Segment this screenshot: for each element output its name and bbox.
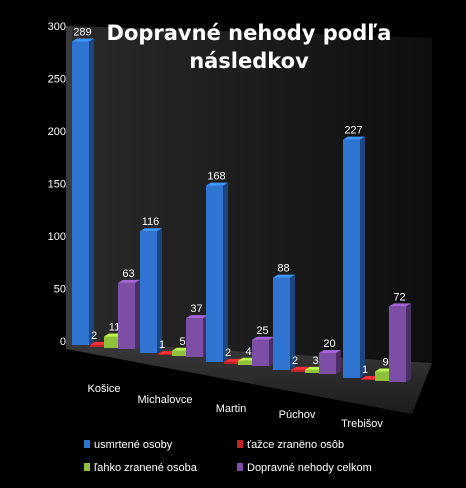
data-label: 11 bbox=[109, 321, 120, 333]
x-tick-label: Púchov bbox=[279, 409, 316, 421]
data-label: 116 bbox=[142, 216, 160, 228]
legend-label: Dopravné nehody celkom bbox=[247, 462, 372, 474]
bar bbox=[273, 274, 295, 370]
x-tick-label: Martin bbox=[216, 403, 247, 415]
legend-label: usmrtené osoby bbox=[94, 439, 173, 451]
bar bbox=[389, 303, 411, 382]
y-tick-label: 100 bbox=[48, 231, 66, 243]
legend-item: ľahko zranené osoba bbox=[84, 462, 198, 474]
y-tick-label: 250 bbox=[48, 74, 66, 86]
data-label: 2 bbox=[91, 330, 97, 342]
chart-title-line-1: Dopravné nehody podľa bbox=[107, 21, 392, 45]
chart-title-line-2: následkov bbox=[189, 49, 309, 73]
legend-label: ľahko zranené osoba bbox=[94, 462, 198, 474]
data-label: 3 bbox=[312, 355, 318, 367]
data-label: 1 bbox=[362, 364, 368, 376]
bar bbox=[118, 279, 140, 349]
data-label: 63 bbox=[122, 268, 134, 280]
legend: usmrtené osoby ťažce zranëno osôb ľahko zr… bbox=[84, 439, 372, 474]
data-label: 1 bbox=[159, 339, 165, 351]
legend-item: Dopravné nehody celkom bbox=[237, 462, 372, 474]
x-tick-label: Trebišov bbox=[341, 418, 383, 430]
y-tick-label: 50 bbox=[54, 284, 66, 296]
bar bbox=[343, 136, 365, 378]
y-tick-label: 300 bbox=[48, 21, 66, 33]
data-label: 88 bbox=[277, 263, 289, 275]
data-label: 20 bbox=[323, 338, 335, 350]
bar bbox=[206, 182, 228, 362]
legend-swatch bbox=[84, 463, 90, 471]
plot-area: 0 50 100 150 200 250 300 289 2 11 63 Košice 116 1 5 37 M… bbox=[48, 21, 432, 430]
bar bbox=[72, 38, 94, 346]
legend-swatch bbox=[237, 463, 243, 471]
data-label: 227 bbox=[344, 125, 362, 137]
bar bbox=[252, 336, 274, 366]
legend-swatch bbox=[84, 440, 90, 448]
y-tick-label: 150 bbox=[48, 179, 66, 191]
data-label: 2 bbox=[225, 347, 231, 359]
data-label: 25 bbox=[256, 325, 268, 337]
x-tick-label: Košice bbox=[87, 383, 120, 395]
legend-label: ťažce zranëno osôb bbox=[247, 439, 344, 451]
data-label: 289 bbox=[73, 27, 91, 39]
data-label: 2 bbox=[292, 355, 298, 367]
bar bbox=[186, 315, 208, 357]
x-tick-label: Michalovce bbox=[137, 394, 192, 406]
y-tick-label: 200 bbox=[48, 126, 66, 138]
bar bbox=[319, 350, 341, 374]
bar bbox=[140, 228, 162, 353]
chart-side-wall bbox=[66, 26, 72, 349]
y-tick-label: 0 bbox=[60, 336, 66, 348]
data-label: 9 bbox=[382, 357, 388, 369]
data-label: 5 bbox=[179, 336, 185, 348]
data-label: 168 bbox=[207, 171, 225, 183]
legend-item: usmrtené osoby bbox=[84, 439, 173, 451]
legend-swatch bbox=[237, 440, 243, 448]
data-label: 72 bbox=[393, 291, 405, 303]
data-label: 4 bbox=[245, 346, 251, 358]
data-label: 37 bbox=[190, 303, 202, 315]
legend-item: ťažce zranëno osôb bbox=[237, 439, 344, 451]
